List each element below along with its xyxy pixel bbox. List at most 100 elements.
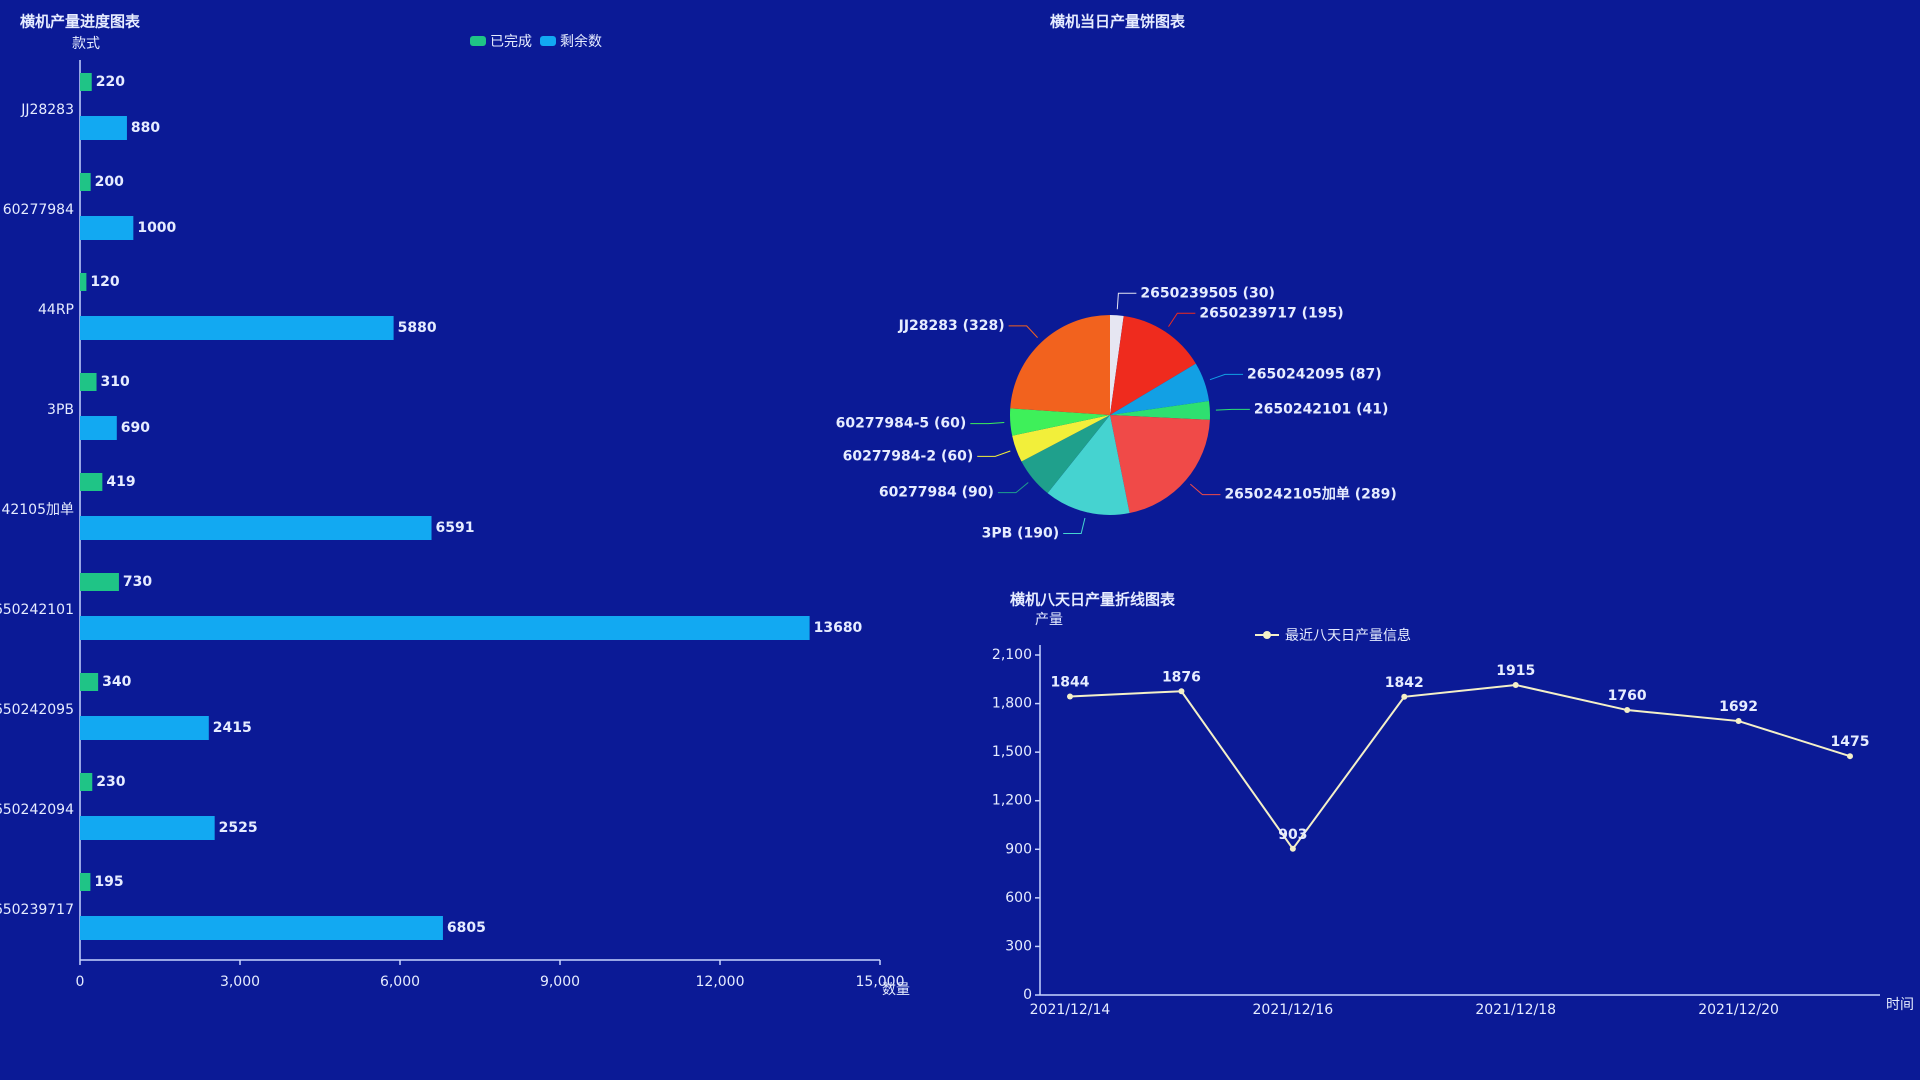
leader-line	[997, 482, 1029, 494]
leader-line	[1116, 292, 1137, 310]
data-label: 1876	[1162, 669, 1201, 685]
data-label: 1692	[1719, 699, 1758, 715]
bar	[80, 173, 91, 191]
bar	[80, 116, 127, 140]
data-label: 220	[96, 74, 125, 90]
data-label: 230	[96, 774, 125, 790]
leader-line	[1209, 373, 1244, 381]
legend-swatch	[470, 36, 486, 46]
y-tick-label: 2,100	[992, 647, 1032, 663]
bar	[80, 273, 87, 291]
x-tick-label: 9,000	[540, 974, 580, 990]
data-label: 5880	[398, 320, 437, 336]
leader-line	[1168, 312, 1196, 327]
point	[1735, 718, 1742, 725]
bar	[80, 73, 92, 91]
data-label: 1842	[1385, 675, 1424, 691]
data-label: 419	[106, 474, 135, 490]
data-label: 2650239505 (30)	[1140, 285, 1275, 301]
bar	[80, 873, 91, 891]
y-axis-label: 款式	[72, 36, 100, 52]
bar	[80, 916, 443, 940]
point	[1512, 681, 1519, 688]
bar	[80, 773, 93, 791]
bar	[80, 616, 810, 640]
legend-marker	[1263, 631, 1271, 639]
data-label: 1844	[1051, 674, 1090, 690]
data-label: 2650242095 (87)	[1247, 366, 1382, 382]
data-label: 690	[121, 420, 150, 436]
x-tick-label: 2021/12/14	[1030, 1002, 1111, 1018]
bar	[80, 416, 117, 440]
data-label: 903	[1278, 827, 1307, 843]
bar	[80, 816, 215, 840]
y-tick-label: 0	[1023, 987, 1032, 1003]
y-tick-label: 2650242095	[0, 702, 74, 718]
data-label: 2650242105加单 (289)	[1224, 486, 1396, 503]
data-label: JJ28283 (328)	[898, 318, 1005, 334]
leader-line	[1063, 517, 1086, 535]
bar	[80, 716, 209, 740]
x-tick-label: 2021/12/18	[1475, 1002, 1556, 1018]
point	[1624, 707, 1631, 714]
y-tick-label: 3PB	[47, 402, 74, 418]
data-label: 2415	[213, 720, 252, 736]
y-tick-label: 1,500	[992, 744, 1032, 760]
pie-slice	[1021, 415, 1110, 494]
line	[1069, 683, 1851, 851]
data-label: 6591	[436, 520, 475, 536]
y-tick-label: JJ28283	[20, 102, 74, 118]
x-tick-label: 6,000	[380, 974, 420, 990]
x-tick-label: 2021/12/20	[1698, 1002, 1779, 1018]
data-label: 2525	[219, 820, 258, 836]
leader-line	[970, 422, 1005, 425]
data-label: 60277984-2 (60)	[843, 448, 974, 464]
chart-title: 横机产量进度图表	[20, 13, 141, 31]
data-label: 1915	[1496, 663, 1535, 679]
data-label: 13680	[814, 620, 863, 636]
y-tick-label: 1,800	[992, 696, 1032, 712]
data-label: 1000	[137, 220, 176, 236]
data-label: 1475	[1831, 734, 1870, 750]
x-axis-label: 时间	[1886, 997, 1914, 1013]
chart-title: 横机当日产量饼图表	[1050, 13, 1186, 31]
legend-label: 剩余数	[560, 33, 602, 50]
bar	[80, 216, 134, 240]
point	[1847, 753, 1853, 760]
data-label: 1760	[1608, 688, 1647, 704]
bar	[80, 516, 432, 540]
y-tick-label: 600	[1005, 890, 1032, 906]
point	[1289, 845, 1296, 852]
x-tick-label: 12,000	[696, 974, 745, 990]
chart-title: 横机八天日产量折线图表	[1010, 591, 1176, 609]
data-label: 60277984 (90)	[879, 485, 994, 501]
y-tick-label: 2650242101	[0, 602, 74, 618]
pie-slice	[1010, 408, 1110, 436]
pie-slice	[1110, 315, 1124, 415]
data-label: 340	[102, 674, 131, 690]
data-label: 730	[123, 574, 152, 590]
bar	[80, 473, 103, 491]
point	[1401, 693, 1408, 700]
legend-swatch	[540, 36, 556, 46]
point	[1067, 693, 1073, 700]
bar	[80, 316, 394, 340]
y-tick-label: 60277984	[3, 202, 74, 218]
data-label: 2650239717 (195)	[1199, 305, 1343, 321]
pie-slice	[1110, 415, 1210, 514]
y-tick-label: 44RP	[38, 302, 74, 318]
data-label: 120	[90, 274, 119, 290]
y-tick-label: 900	[1005, 841, 1032, 857]
y-tick-label: 2650242105加单	[0, 502, 74, 518]
y-tick-label: 1,200	[992, 793, 1032, 809]
pie-slice	[1047, 415, 1130, 515]
pie-slice	[1110, 315, 1196, 415]
data-label: 60277984-5 (60)	[836, 416, 967, 432]
data-label: 880	[131, 120, 160, 136]
y-tick-label: 2650239717	[0, 902, 74, 918]
y-tick-label: 300	[1005, 938, 1032, 954]
data-label: 2650242101 (41)	[1254, 401, 1389, 417]
data-label: 195	[94, 874, 123, 890]
pie-slice	[1010, 315, 1110, 415]
